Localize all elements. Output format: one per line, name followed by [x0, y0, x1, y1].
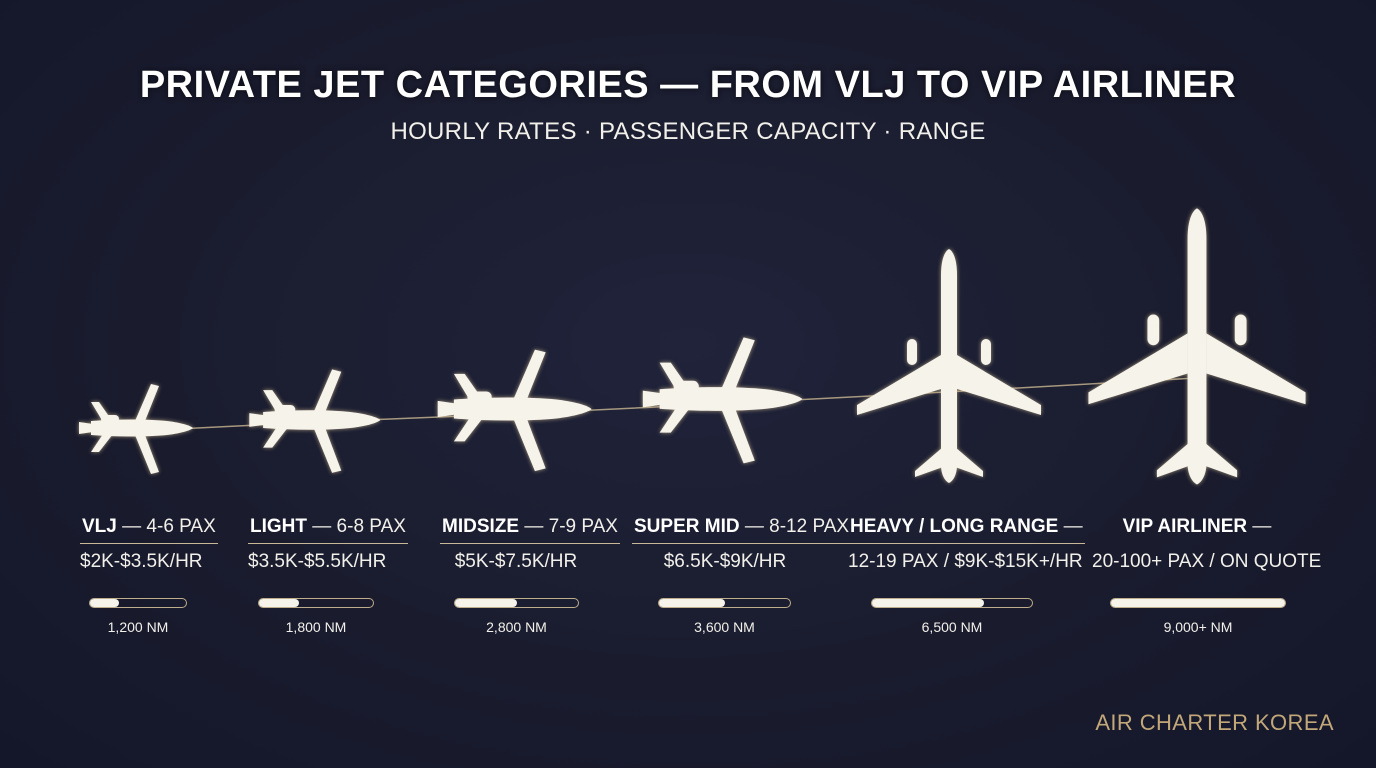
category-vip-airliner: VIP AIRLINER — 20-100+ PAX / ON QUOTE [1092, 516, 1322, 573]
range-label-heavy: 6,500 NM [921, 619, 983, 635]
category-name: SUPER MID [634, 516, 740, 537]
category-rate: $5K-$7.5K/HR [454, 551, 578, 572]
category-name: HEAVY / LONG RANGE [850, 516, 1059, 537]
range-bar-fill [1111, 599, 1285, 607]
range-bar-vip-airliner [1110, 598, 1286, 608]
range-bar-super-mid [658, 598, 791, 608]
category-light: LIGHT — 6-8 PAX $3.5K-$5.5K/HR [248, 516, 408, 573]
brand-logo-text: AIR CHARTER KOREA [1095, 710, 1334, 735]
range-bar-heavy [871, 598, 1033, 608]
category-name: MIDSIZE [442, 516, 520, 537]
category-pax: — 6-8 PAX [312, 516, 406, 537]
range-bar-fill [455, 599, 517, 607]
category-name: VLJ [82, 516, 117, 537]
category-heavy: HEAVY / LONG RANGE — 12-19 PAX / $9K-$15… [848, 516, 1085, 573]
range-label-vlj: 1,200 NM [107, 619, 169, 635]
range-label-vip-airliner: 9,000+ NM [1163, 619, 1233, 635]
range-bar-fill [90, 599, 119, 607]
range-bar-fill [259, 599, 299, 607]
range-bar-midsize [454, 598, 579, 608]
heavy-jet-icon [857, 249, 1041, 483]
category-pax: — 8-12 PAX [744, 516, 850, 537]
category-pax: — 4-6 PAX [122, 516, 216, 537]
category-rate: 12-19 PAX / $9K-$15K+/HR [848, 551, 1083, 572]
range-bar-light [258, 598, 374, 608]
category-vlj: VLJ — 4-6 PAX $2K-$3.5K/HR [80, 516, 218, 573]
range-bar-fill [659, 599, 725, 607]
category-rate: $2K-$3.5K/HR [80, 551, 203, 572]
range-label-midsize: 2,800 NM [486, 619, 547, 635]
super-mid-jet-icon [642, 337, 803, 464]
category-midsize: MIDSIZE — 7-9 PAX $5K-$7.5K/HR [440, 516, 620, 573]
category-rate: 20-100+ PAX / ON QUOTE [1092, 551, 1322, 572]
page-title: PRIVATE JET CATEGORIES — FROM VLJ TO VIP… [139, 64, 1237, 106]
category-pax: — [1252, 516, 1272, 537]
light-jet-icon [249, 369, 381, 473]
range-label-light: 1,800 NM [285, 619, 347, 635]
category-rate: $3.5K-$5.5K/HR [248, 551, 387, 572]
category-rate: $6.5K-$9K/HR [663, 551, 787, 572]
category-pax: — 7-9 PAX [524, 516, 618, 537]
midsize-jet-icon [437, 349, 592, 472]
category-pax: — [1063, 516, 1083, 537]
category-super-mid: SUPER MID — 8-12 PAX $6.5K-$9K/HR [632, 516, 852, 573]
category-name: VIP AIRLINER [1122, 516, 1248, 537]
range-bar-fill [872, 599, 984, 607]
range-label-super-mid: 3,600 NM [694, 619, 755, 635]
category-name: LIGHT [250, 516, 307, 537]
page-subtitle: HOURLY RATES · PASSENGER CAPACITY · RANG… [390, 118, 986, 145]
vlj-jet-icon [79, 384, 193, 474]
vip-airliner-icon [1088, 208, 1306, 485]
range-bar-vlj [89, 598, 187, 608]
